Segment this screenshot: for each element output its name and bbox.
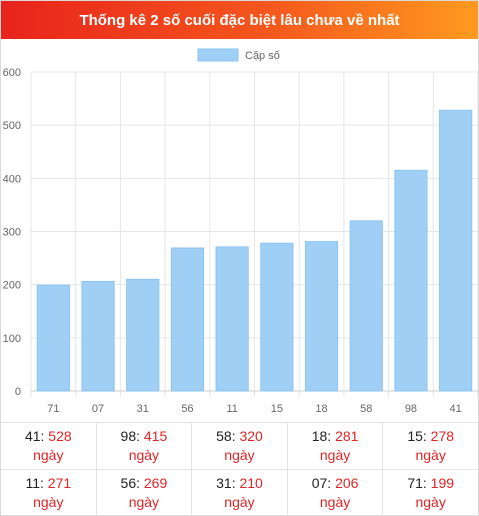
table-cell: 71: 199 ngày	[383, 470, 478, 516]
days-unit: ngày	[415, 447, 446, 463]
days-value: 528	[48, 428, 72, 444]
days-value: 415	[143, 428, 168, 444]
y-tick-label: 200	[3, 280, 21, 292]
bar-98	[394, 169, 428, 392]
x-tick-label: 71	[47, 403, 59, 415]
bar-18	[304, 241, 339, 392]
days-value: 278	[430, 428, 455, 444]
days-unit: ngày	[224, 447, 255, 463]
days-unit: ngày	[33, 447, 64, 463]
pair-number: 31	[216, 475, 232, 491]
x-tick-label: 41	[450, 403, 462, 415]
pair-number: 58	[216, 428, 232, 444]
y-tick-label: 0	[15, 386, 21, 398]
pair-number: 56	[120, 475, 137, 491]
days-unit: ngày	[128, 494, 160, 510]
pair-number: 71	[407, 475, 423, 491]
bar-chart: 0 100 200 300 400 500 600 71 07 31 56 11 15 18 58 98 41 C…	[1, 39, 478, 421]
days-value: 210	[239, 475, 263, 491]
days-unit: ngày	[319, 494, 351, 510]
table-cell: 18: 281 ngày	[288, 423, 384, 469]
table-cell: 98: 415 ngày	[97, 423, 193, 469]
table-cell: 07: 206 ngày	[288, 470, 384, 516]
x-tick-label: 18	[315, 403, 327, 415]
days-value: 281	[335, 428, 359, 444]
x-tick-label: 56	[181, 403, 193, 415]
pair-number: 11	[25, 475, 40, 491]
table-cell: 31: 210 ngày	[192, 470, 288, 516]
days-unit: ngày	[128, 447, 160, 463]
bar-41	[439, 109, 473, 392]
chart-svg: 0 100 200 300 400 500 600 71 07 31 56 11 15 18 58 98 41 C…	[3, 48, 478, 415]
y-tick-label: 600	[3, 67, 21, 79]
legend-swatch	[197, 48, 239, 62]
x-tick-label: 98	[405, 403, 417, 415]
days-unit: ngày	[33, 494, 64, 510]
y-tick-label: 500	[3, 120, 21, 132]
table-row: 11: 271 ngày 56: 269 ngày 31: 210 ngày 07: …	[1, 469, 478, 516]
pair-number: 15	[407, 428, 423, 444]
bar-71	[36, 284, 70, 392]
table-cell: 15: 278 ngày	[383, 423, 478, 469]
pair-number: 18	[311, 428, 328, 444]
y-tick-label: 100	[3, 333, 21, 345]
pair-number: 98	[120, 428, 137, 444]
bar-11	[215, 246, 249, 392]
x-tick-label: 11	[226, 403, 237, 415]
bar-07	[81, 280, 115, 392]
y-tick-label: 400	[3, 173, 21, 185]
x-tick-label: 58	[360, 403, 372, 415]
pair-number: 07	[311, 475, 328, 491]
days-value: 199	[430, 475, 455, 491]
bar-58	[349, 220, 383, 392]
card-header: Thống kê 2 số cuối đặc biệt lâu chưa về …	[1, 1, 478, 39]
days-value: 271	[47, 475, 72, 491]
x-tick-label: 07	[92, 403, 104, 415]
days-unit: ngày	[415, 494, 446, 510]
table-row: 41: 528 ngày 98: 415 ngày 58: 320 ngày 18: …	[1, 422, 478, 469]
card-title: Thống kê 2 số cuối đặc biệt lâu chưa về …	[79, 11, 400, 29]
table-cell: 56: 269 ngày	[97, 470, 193, 516]
days-unit: ngày	[319, 447, 351, 463]
bar-56	[170, 247, 205, 392]
legend-label: Cặp số	[245, 50, 280, 62]
y-tick-label: 300	[3, 227, 21, 239]
table-cell: 58: 320 ngày	[192, 423, 288, 469]
x-tick-label: 31	[137, 403, 149, 415]
pair-number: 41	[24, 428, 41, 444]
days-unit: ngày	[224, 494, 255, 510]
table-cell: 11: 271 ngày	[1, 470, 97, 516]
table-cell: 41: 528 ngày	[1, 423, 97, 469]
days-value: 206	[335, 475, 359, 491]
stats-table: 41: 528 ngày 98: 415 ngày 58: 320 ngày 18: …	[1, 422, 478, 516]
days-value: 320	[239, 428, 263, 444]
bar-31	[126, 278, 160, 392]
x-tick-label: 15	[271, 403, 283, 415]
days-value: 269	[143, 475, 168, 491]
bar-15	[260, 242, 294, 392]
